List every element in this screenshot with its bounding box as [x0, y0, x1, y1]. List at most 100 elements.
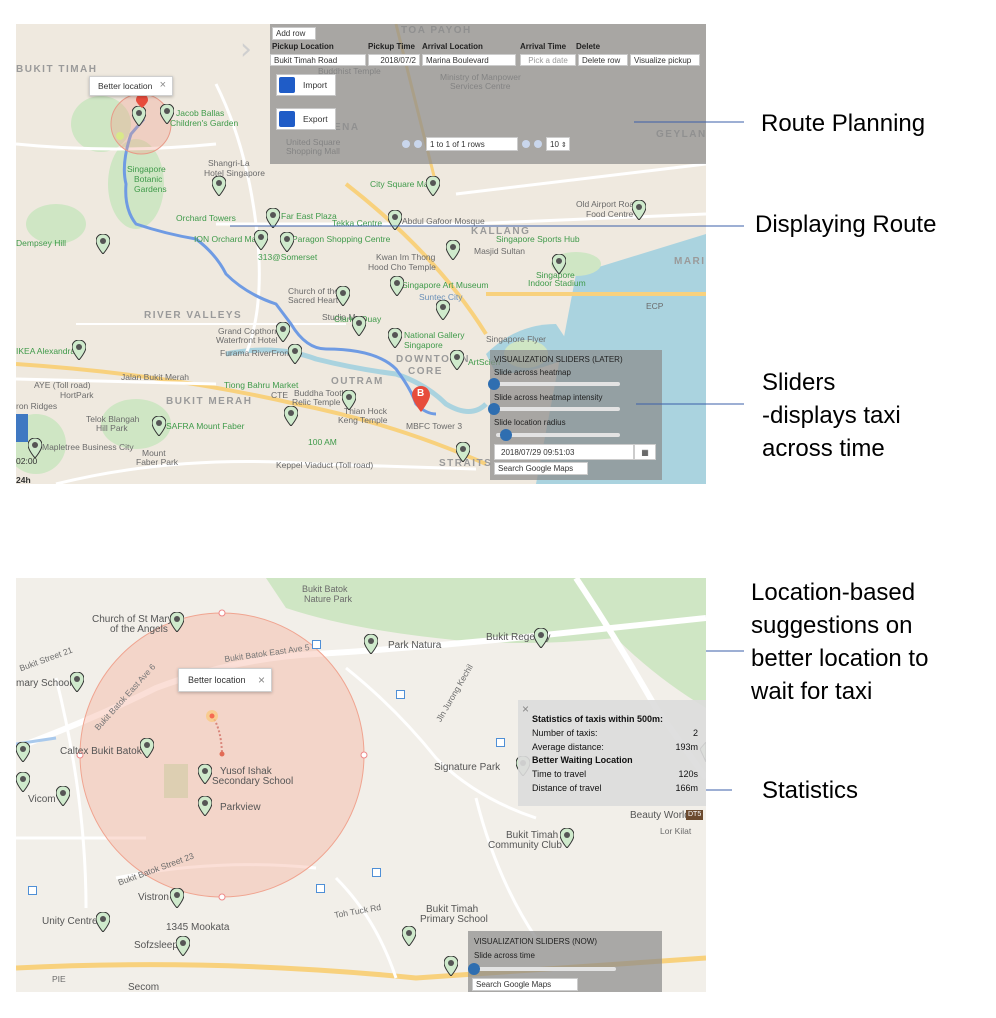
map-label: City Square Mall [370, 179, 433, 189]
visualize-pickup-button[interactable]: Visualize pickup [630, 54, 700, 66]
mrt-station-badge: DT5 [686, 810, 704, 820]
map-pin-icon[interactable] [131, 105, 147, 127]
next-page-icon[interactable] [522, 140, 530, 148]
arrival-location-field[interactable]: Marina Boulevard [422, 54, 516, 66]
column-header: Delete [576, 42, 601, 51]
map-pin-icon[interactable] [351, 315, 367, 337]
annotation-location-2: suggestions on [751, 612, 913, 639]
datetime-field[interactable]: 2018/07/29 09:51:03 [494, 444, 634, 460]
map-label: AYE (Toll road) [34, 380, 91, 390]
location-map[interactable]: Bukit Batok Nature Park Church of St Mar… [16, 578, 706, 992]
heatmap-slider-track[interactable] [496, 382, 620, 386]
map-pin-icon[interactable] [443, 955, 459, 977]
import-button[interactable]: Import [276, 74, 336, 96]
map-pin-icon[interactable] [151, 415, 167, 437]
destination-marker-icon[interactable]: B [412, 386, 430, 412]
close-icon[interactable]: × [257, 673, 265, 687]
radius-slider-handle[interactable] [500, 429, 512, 441]
map-label: Tiong Bahru Market [224, 380, 299, 390]
map-pin-icon[interactable] [169, 611, 185, 633]
time-slider-track[interactable] [476, 967, 616, 971]
map-pin-icon[interactable] [445, 239, 461, 261]
map-pin-icon[interactable] [287, 343, 303, 365]
map-pin-icon[interactable] [71, 339, 87, 361]
map-label: Shangri-La [208, 158, 250, 168]
map-pin-icon[interactable] [169, 887, 185, 909]
map-label: Keng Temple [338, 415, 388, 425]
map-pin-icon[interactable] [159, 103, 175, 125]
map-label: CORE [408, 366, 443, 377]
search-google-maps-input[interactable]: Search Google Maps [472, 978, 578, 991]
map-label: ron Ridges [16, 401, 58, 411]
map-label: Lor Kilat [660, 826, 692, 836]
map-pin-icon[interactable] [95, 911, 111, 933]
map-pin-icon[interactable] [197, 795, 213, 817]
map-label: MARIN [674, 256, 706, 267]
map-pin-icon[interactable] [389, 275, 405, 297]
map-pin-icon[interactable] [139, 737, 155, 759]
route-map[interactable]: TOA PAYOH BUKIT TIMAH GEYLANG KALLANG RI… [16, 24, 706, 484]
first-page-icon[interactable] [402, 140, 410, 148]
add-row-button[interactable]: Add row [272, 27, 316, 40]
radius-slider-track[interactable] [496, 433, 620, 437]
map-pin-icon[interactable] [175, 935, 191, 957]
prev-page-icon[interactable] [414, 140, 422, 148]
map-pin-icon[interactable] [197, 763, 213, 785]
map-pin-icon[interactable] [16, 741, 31, 763]
map-pin-icon[interactable] [69, 671, 85, 693]
map-label: Sacred Heart [288, 295, 339, 305]
arrival-time-field[interactable]: Pick a date [520, 54, 576, 66]
pickup-location-field[interactable]: Bukit Timah Road [270, 54, 366, 66]
map-label: Far East Plaza [281, 211, 337, 221]
calendar-icon[interactable]: ▦ [634, 444, 656, 460]
intensity-slider-track[interactable] [496, 407, 620, 411]
map-pin-icon[interactable] [455, 441, 471, 463]
map-pin-icon[interactable] [551, 253, 567, 275]
map-pin-icon[interactable] [16, 771, 31, 793]
map-pin-icon[interactable] [283, 405, 299, 427]
map-pin-icon[interactable] [279, 231, 295, 253]
map-pin-icon[interactable] [533, 627, 549, 649]
start-marker-icon[interactable] [136, 94, 148, 108]
column-header: Arrival Location [422, 42, 483, 51]
intensity-slider-handle[interactable] [488, 403, 500, 415]
map-pin-icon[interactable] [335, 285, 351, 307]
map-pin-icon[interactable] [275, 321, 291, 343]
map-pin-icon[interactable] [387, 209, 403, 231]
map-pin-icon[interactable] [55, 785, 71, 807]
export-button[interactable]: Export [276, 108, 336, 130]
map-pin-icon[interactable] [559, 827, 575, 849]
map-pin-icon[interactable] [363, 633, 379, 655]
map-label: Park Natura [388, 640, 442, 651]
pickup-time-field[interactable]: 2018/07/2 [368, 54, 420, 66]
page-size-select[interactable]: 10 ⇕ [546, 137, 570, 151]
map-pin-icon[interactable] [211, 175, 227, 197]
map-pin-icon[interactable] [401, 925, 417, 947]
map-pin-icon[interactable] [449, 349, 465, 371]
last-page-icon[interactable] [534, 140, 542, 148]
delete-row-button[interactable]: Delete row [578, 54, 628, 66]
map-pin-icon[interactable] [341, 389, 357, 411]
map-label: Parkview [220, 802, 261, 813]
panel-title: VISUALIZATION SLIDERS (LATER) [494, 355, 623, 364]
map-pin-icon[interactable] [435, 299, 451, 321]
map-pin-icon[interactable] [27, 437, 43, 459]
map-label: National Gallery [404, 330, 465, 340]
map-label: Singapore [404, 340, 443, 350]
map-pin-icon[interactable] [265, 207, 281, 229]
map-pin-icon[interactable] [631, 199, 647, 221]
close-icon[interactable]: × [159, 79, 166, 91]
close-icon[interactable]: × [522, 702, 530, 716]
heatmap-slider-handle[interactable] [488, 378, 500, 390]
search-google-maps-input[interactable]: Search Google Maps [494, 462, 588, 475]
map-label: Masjid Sultan [474, 246, 526, 256]
map-pin-icon[interactable] [253, 229, 269, 251]
map-pin-icon[interactable] [95, 233, 111, 255]
stats-subtitle: Better Waiting Location [532, 755, 633, 765]
chevron-right-icon[interactable]: › [240, 32, 252, 67]
map-pin-icon[interactable] [425, 175, 441, 197]
map-label: Caltex Bukit Batok [60, 746, 142, 757]
slider-label: Slide location radius [494, 418, 566, 427]
map-pin-icon[interactable] [387, 327, 403, 349]
time-slider-handle[interactable] [468, 963, 480, 975]
